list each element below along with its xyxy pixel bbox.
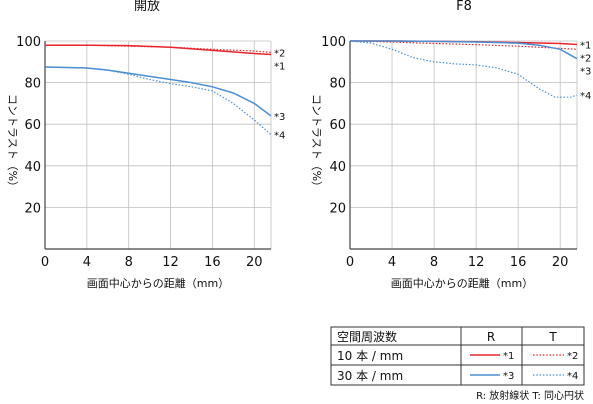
mtf-panel-f8: F8 0 4 8 12 16 20 20 40 60 80 100 *1 *2 *3 *4 画面中心からの… bbox=[310, 0, 591, 290]
x-axis-label: 画面中心からの距離（mm） bbox=[391, 276, 533, 290]
x-tick-label: 4 bbox=[388, 255, 396, 270]
mtf-panel-open: 開放 0 4 8 12 16 20 20 40 60 80 100 *1 *2 *3 *4 画面中心からの… bbox=[6, 0, 285, 290]
curve-mark: *2 bbox=[274, 48, 285, 59]
x-tick-label: 4 bbox=[83, 255, 91, 270]
y-tick-label: 20 bbox=[329, 201, 346, 216]
y-tick-label: 60 bbox=[24, 118, 41, 133]
grid bbox=[349, 40, 578, 250]
legend-mark: *3 bbox=[503, 371, 514, 382]
legend-table: 空間周波数 R T 10 本 / mm 30 本 / mm *1 *2 *3 *… bbox=[330, 326, 585, 386]
curve-marks: *1 *2 *3 *4 bbox=[274, 48, 285, 141]
legend-row-label: 30 本 / mm bbox=[337, 369, 403, 383]
series-line-r30 bbox=[350, 40, 578, 60]
series-line-t10 bbox=[45, 44, 272, 53]
x-tick-label: 20 bbox=[552, 255, 569, 270]
x-tick-label: 20 bbox=[246, 255, 263, 270]
curve-mark: *1 bbox=[274, 61, 285, 72]
x-tick-label: 16 bbox=[510, 255, 527, 270]
footnote: R: 放射線状 T: 同心円状 bbox=[476, 389, 584, 402]
x-tick-label: 8 bbox=[125, 255, 133, 270]
panel-title: 開放 bbox=[134, 0, 160, 14]
y-tick-label: 40 bbox=[24, 160, 41, 175]
legend-row-label: 10 本 / mm bbox=[337, 349, 403, 363]
curve-marks: *1 *2 *3 *4 bbox=[580, 41, 591, 103]
y-tick-label: 100 bbox=[16, 35, 41, 50]
curve-mark: *4 bbox=[274, 131, 285, 142]
y-axis-label: コントラスト（%） bbox=[310, 94, 323, 192]
y-tick-label: 20 bbox=[24, 201, 41, 216]
legend-header-t: T bbox=[548, 330, 557, 344]
legend-header-frequency: 空間周波数 bbox=[337, 329, 397, 344]
x-tick-label: 8 bbox=[430, 255, 438, 270]
curve-mark: *3 bbox=[580, 67, 591, 78]
x-tick-label: 16 bbox=[204, 255, 221, 270]
y-tick-label: 80 bbox=[329, 77, 346, 92]
curve-mark: *1 bbox=[580, 41, 591, 52]
series-line-t30 bbox=[349, 40, 578, 98]
x-tick-label: 12 bbox=[468, 255, 485, 270]
series-line-r30 bbox=[44, 66, 272, 117]
x-axis-label: 画面中心からの距離（mm） bbox=[87, 276, 229, 290]
x-tick-label: 0 bbox=[41, 255, 49, 270]
x-tick-label: 12 bbox=[162, 255, 179, 270]
y-tick-label: 100 bbox=[321, 35, 346, 50]
legend-header-r: R bbox=[487, 330, 495, 344]
legend-mark: *2 bbox=[567, 351, 578, 362]
legend-mark: *1 bbox=[503, 351, 514, 362]
curve-mark: *2 bbox=[580, 54, 591, 65]
curves bbox=[349, 40, 578, 98]
x-tick-label: 0 bbox=[346, 255, 354, 270]
y-tick-label: 80 bbox=[24, 77, 41, 92]
y-tick-label: 40 bbox=[329, 160, 346, 175]
curve-mark: *3 bbox=[274, 112, 285, 123]
curve-mark: *4 bbox=[580, 91, 591, 102]
ticks: 0 4 8 12 16 20 20 40 60 80 100 bbox=[321, 35, 568, 270]
series-line-t10 bbox=[349, 40, 578, 50]
curves bbox=[44, 44, 272, 136]
grid bbox=[44, 40, 272, 250]
y-axis-label: コントラスト（%） bbox=[6, 94, 19, 192]
panel-title: F8 bbox=[456, 0, 472, 14]
legend-border bbox=[330, 326, 585, 386]
ticks: 0 4 8 12 16 20 20 40 60 80 100 bbox=[16, 35, 262, 270]
legend-mark: *4 bbox=[567, 371, 578, 382]
y-tick-label: 60 bbox=[329, 118, 346, 133]
